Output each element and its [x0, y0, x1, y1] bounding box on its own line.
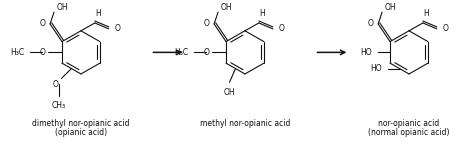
- Text: OH: OH: [221, 3, 233, 12]
- Text: H: H: [423, 9, 429, 18]
- Text: H: H: [259, 9, 264, 18]
- Text: O: O: [53, 80, 58, 89]
- Text: OH: OH: [385, 3, 397, 12]
- Text: HO: HO: [370, 64, 382, 73]
- Text: OH: OH: [57, 3, 69, 12]
- Text: H: H: [95, 9, 100, 18]
- Text: (normal opianic acid): (normal opianic acid): [368, 128, 450, 137]
- Text: O: O: [367, 19, 373, 28]
- Text: O: O: [115, 24, 120, 33]
- Text: O: O: [443, 24, 449, 33]
- Text: O: O: [203, 19, 209, 28]
- Text: O: O: [203, 48, 209, 57]
- Text: O: O: [39, 19, 45, 28]
- Text: methyl nor-opianic acid: methyl nor-opianic acid: [200, 119, 290, 128]
- Text: H₃C: H₃C: [174, 48, 188, 57]
- Text: OH: OH: [224, 88, 235, 97]
- Text: HO: HO: [361, 48, 372, 57]
- Text: CH₃: CH₃: [52, 101, 65, 110]
- Text: O: O: [39, 48, 45, 57]
- Text: O: O: [279, 24, 284, 33]
- Text: dimethyl nor-opianic acid: dimethyl nor-opianic acid: [32, 119, 130, 128]
- Text: H₃C: H₃C: [10, 48, 24, 57]
- Text: (opianic acid): (opianic acid): [55, 128, 107, 137]
- Text: nor-opianic acid: nor-opianic acid: [378, 119, 439, 128]
